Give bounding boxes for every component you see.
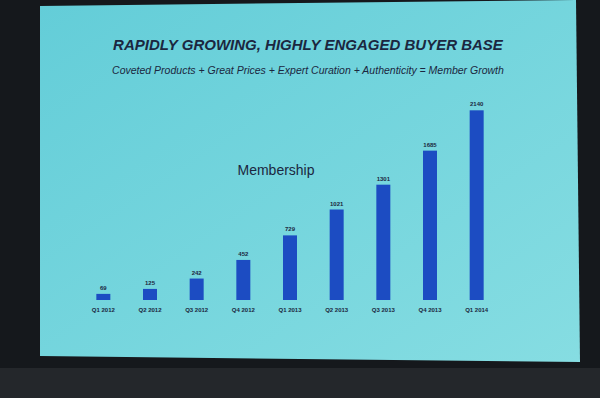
labels: 69 Q1 2012 125 Q2 2012 242 Q3 2012 452 Q4 2012 7…	[92, 101, 489, 313]
data-label: 452	[238, 251, 249, 257]
data-label: 2140	[470, 101, 484, 107]
floor	[0, 368, 600, 398]
x-tick-label: Q1 2014	[465, 307, 489, 313]
bar	[423, 151, 437, 300]
x-tick-label: Q2 2013	[325, 307, 349, 313]
bar	[470, 110, 484, 300]
slide	[40, 0, 580, 362]
bar	[283, 235, 297, 300]
subtitle: Coveted Products + Great Prices + Expert…	[112, 64, 504, 76]
x-tick-label: Q2 2012	[138, 307, 162, 313]
bar	[96, 294, 110, 300]
data-label: 1301	[377, 176, 391, 182]
data-label: 729	[285, 226, 296, 232]
data-label: 1685	[423, 142, 437, 148]
data-label: 242	[192, 270, 203, 276]
x-tick-label: Q3 2012	[185, 307, 209, 313]
bars	[96, 110, 483, 300]
chart-label: Membership	[237, 162, 314, 178]
bar	[143, 289, 157, 300]
data-label: 69	[100, 285, 107, 291]
bar	[190, 279, 204, 300]
x-tick-label: Q4 2012	[232, 307, 256, 313]
data-label: 125	[145, 280, 156, 286]
canvas: RAPIDLY GROWING, HIGHLY ENGAGED BUYER BA…	[0, 0, 600, 398]
slide-root: RAPIDLY GROWING, HIGHLY ENGAGED BUYER BA…	[0, 0, 600, 398]
x-tick-label: Q1 2013	[278, 307, 302, 313]
bar	[376, 185, 390, 300]
bar	[236, 260, 250, 300]
x-tick-label: Q4 2013	[418, 307, 442, 313]
bar	[330, 210, 344, 300]
background	[0, 0, 600, 398]
x-tick-label: Q3 2013	[372, 307, 396, 313]
x-tick-label: Q1 2012	[92, 307, 116, 313]
data-label: 1021	[330, 201, 344, 207]
title: RAPIDLY GROWING, HIGHLY ENGAGED BUYER BA…	[113, 36, 504, 53]
